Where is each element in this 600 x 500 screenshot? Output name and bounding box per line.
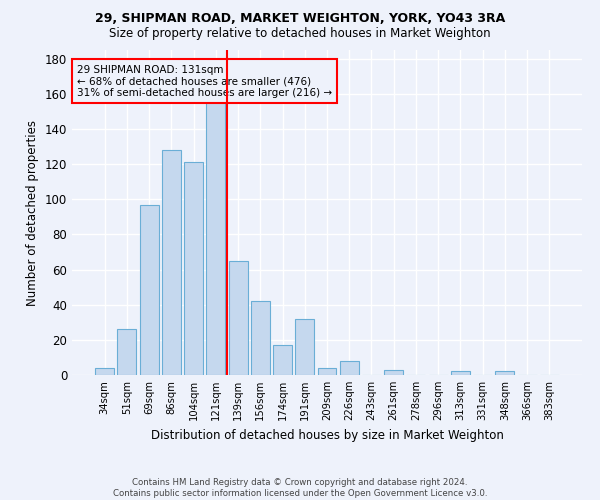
Bar	[295, 319, 314, 375]
Bar	[340, 361, 359, 375]
Bar	[317, 368, 337, 375]
Text: 29 SHIPMAN ROAD: 131sqm
← 68% of detached houses are smaller (476)
31% of semi-d: 29 SHIPMAN ROAD: 131sqm ← 68% of detache…	[77, 64, 332, 98]
Bar	[162, 150, 181, 375]
X-axis label: Distribution of detached houses by size in Market Weighton: Distribution of detached houses by size …	[151, 428, 503, 442]
Y-axis label: Number of detached properties: Number of detached properties	[26, 120, 39, 306]
Bar	[184, 162, 203, 375]
Bar	[251, 301, 270, 375]
Bar	[140, 204, 158, 375]
Bar	[496, 372, 514, 375]
Bar	[229, 261, 248, 375]
Text: Contains HM Land Registry data © Crown copyright and database right 2024.
Contai: Contains HM Land Registry data © Crown c…	[113, 478, 487, 498]
Text: 29, SHIPMAN ROAD, MARKET WEIGHTON, YORK, YO43 3RA: 29, SHIPMAN ROAD, MARKET WEIGHTON, YORK,…	[95, 12, 505, 26]
Bar	[384, 370, 403, 375]
Bar	[451, 372, 470, 375]
Bar	[273, 345, 292, 375]
Bar	[118, 330, 136, 375]
Text: Size of property relative to detached houses in Market Weighton: Size of property relative to detached ho…	[109, 28, 491, 40]
Bar	[95, 368, 114, 375]
Bar	[206, 94, 225, 375]
